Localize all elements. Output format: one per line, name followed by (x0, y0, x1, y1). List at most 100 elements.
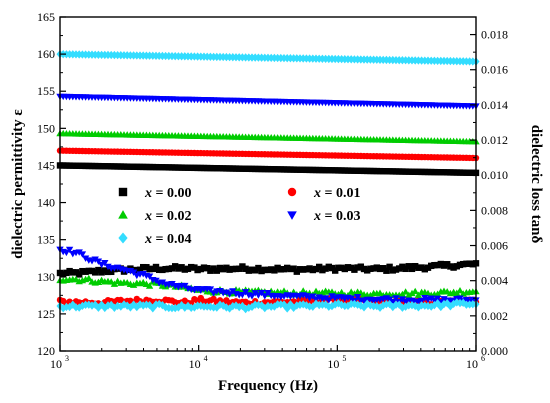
loss-point (235, 302, 243, 312)
loss-point (145, 282, 154, 289)
loss-point (149, 304, 157, 313)
loss-point (433, 290, 442, 297)
permittivity-point (354, 167, 361, 174)
loss-point (373, 301, 381, 311)
loss-point (75, 249, 83, 256)
loss-point (433, 295, 442, 303)
y-left-tick-label: 140 (37, 196, 55, 210)
series-permittivity-x-0-03 (56, 93, 480, 110)
loss-point (158, 279, 167, 286)
permittivity-point (370, 167, 377, 175)
loss-point (401, 288, 410, 295)
loss-point (251, 290, 259, 297)
permittivity-point (162, 164, 169, 171)
loss-point (302, 301, 310, 310)
legend-marker (118, 232, 128, 244)
loss-point (440, 299, 448, 309)
loss-point (216, 288, 224, 295)
loss-point (417, 297, 426, 305)
y-right-tick-label: 0.004 (481, 274, 508, 288)
loss-point (65, 246, 74, 254)
x-tick-exponent: 5 (342, 354, 346, 363)
series-loss-x-0-04 (56, 298, 480, 314)
permittivity-point (418, 168, 425, 176)
loss-point (453, 298, 461, 307)
legend-label: x = 0.04 (144, 232, 191, 247)
y-left-tick-label: 125 (37, 307, 55, 321)
loss-point (376, 303, 384, 312)
loss-point (402, 265, 409, 273)
axes-layer: 120 125 130 135 140 145 150 155 160 165 0.000 0.002… (10, 10, 544, 394)
loss-point (139, 270, 147, 278)
legend-marker (287, 187, 297, 197)
legend-item-x-0-00: x = 0.00 (118, 186, 191, 201)
loss-point (206, 286, 215, 293)
loss-point (94, 278, 103, 286)
x-axis-title: Frequency (Hz) (218, 378, 318, 394)
loss-point (238, 301, 246, 311)
permittivity-point (226, 165, 233, 172)
loss-point (94, 258, 103, 265)
permittivity-point (434, 168, 441, 176)
loss-point (434, 261, 441, 269)
series-permittivity-x-0-02 (56, 129, 480, 145)
x-tick-label: 10 (466, 357, 478, 371)
loss-point (354, 264, 361, 271)
loss-point (248, 293, 256, 300)
loss-point (350, 299, 358, 309)
y-right-tick-label: 0.010 (481, 168, 508, 182)
loss-point (421, 295, 429, 302)
legend: x = 0.00 x = 0.01 x = 0.02 x = 0.03 x = 0.04 (118, 186, 360, 247)
y-right-tick-label: 0.006 (481, 239, 508, 253)
loss-point (155, 299, 163, 309)
loss-point (296, 300, 304, 309)
loss-point (101, 260, 109, 267)
loss-point (222, 303, 230, 312)
y-left-tick-label: 135 (37, 233, 55, 247)
y-left-tick-label: 130 (37, 270, 55, 284)
loss-point (322, 265, 329, 272)
loss-point (456, 287, 464, 294)
loss-point (466, 260, 473, 267)
permittivity-point (130, 163, 137, 170)
permittivity-point (242, 165, 249, 172)
permittivity-point (95, 162, 102, 170)
loss-point (216, 300, 224, 309)
series-permittivity-x-0-04 (56, 49, 480, 66)
permittivity-point (79, 162, 86, 170)
loss-point (424, 301, 432, 311)
loss-point (162, 303, 170, 312)
loss-point (302, 293, 311, 300)
loss-point (411, 287, 419, 295)
x-tick-exponent: 4 (204, 354, 208, 363)
loss-point (450, 264, 457, 271)
permittivity-point (194, 164, 201, 172)
series-layer (56, 49, 480, 314)
permittivity-point (258, 165, 265, 173)
loss-point (316, 263, 323, 271)
x-tick-exponent: 3 (65, 354, 69, 363)
loss-point (376, 289, 384, 296)
loss-point (142, 300, 150, 309)
loss-point (85, 274, 93, 282)
loss-point (299, 287, 307, 294)
loss-point (386, 263, 393, 271)
y-left-tick-label: 120 (37, 344, 55, 358)
loss-point (290, 265, 297, 272)
loss-point (389, 302, 397, 312)
loss-point (91, 256, 99, 263)
legend-item-x-0-03: x = 0.03 (287, 209, 360, 224)
loss-point (85, 300, 93, 309)
permittivity-point (210, 164, 217, 172)
loss-point (197, 301, 205, 310)
legend-label: x = 0.00 (144, 186, 191, 201)
permittivity-point (386, 168, 393, 175)
loss-point (101, 303, 109, 313)
loss-point (181, 303, 189, 312)
loss-point (462, 296, 471, 304)
loss-point (238, 291, 247, 299)
loss-point (162, 265, 169, 273)
loss-point (392, 295, 400, 302)
y-left-tick-label: 160 (37, 47, 55, 61)
